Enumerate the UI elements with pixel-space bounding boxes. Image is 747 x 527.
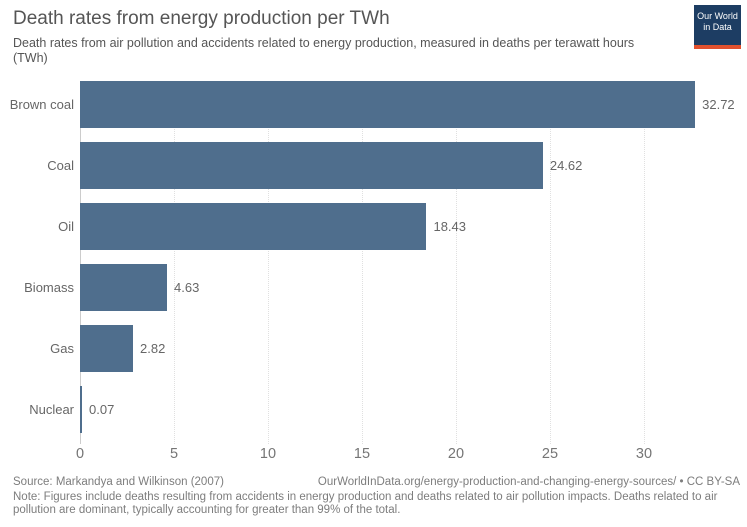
bar <box>80 142 543 189</box>
bar-row: Gas 2.82 <box>0 325 747 386</box>
note-text: Note: Figures include deaths resulting f… <box>13 490 718 517</box>
x-tick-label: 30 <box>635 446 653 462</box>
x-tick-label: 5 <box>169 446 179 462</box>
zero-axis-line <box>80 81 81 444</box>
x-tick-label: 20 <box>447 446 465 462</box>
bar <box>80 325 134 372</box>
gridline <box>456 81 457 444</box>
bar <box>80 264 168 311</box>
owid-logo-line2: in Data <box>703 22 732 33</box>
category-label: Coal <box>47 158 74 173</box>
source-text: Source: Markandya and Wilkinson (2007) <box>13 476 224 488</box>
gridline <box>174 81 175 444</box>
value-label: 18.43 <box>433 219 467 234</box>
bar-row: Nuclear 0.07 <box>0 386 747 447</box>
bar-chart-plot-area: Brown coal 32.72 Coal 24.62 Oil 18.43 Biomass 4… <box>0 81 747 447</box>
owid-url-link[interactable]: OurWorldInData.org/energy-production-and… <box>317 476 740 488</box>
gridlines <box>80 81 734 444</box>
bar <box>80 81 696 128</box>
bar-row: Brown coal 32.72 <box>0 81 747 142</box>
page-title: Death rates from energy production per T… <box>13 8 390 29</box>
category-label: Gas <box>50 341 74 356</box>
x-axis: 0 5 10 15 20 25 30 <box>0 446 747 464</box>
chart-subtitle: Death rates from air pollution and accid… <box>13 35 635 65</box>
value-label: 32.72 <box>702 97 735 112</box>
gridline <box>550 81 551 444</box>
owid-logo: Our World in Data <box>694 5 741 49</box>
category-label: Biomass <box>24 280 74 295</box>
x-tick-label: 10 <box>259 446 277 462</box>
bar-rows: Brown coal 32.72 Coal 24.62 Oil 18.43 Biomass 4… <box>0 81 747 447</box>
gridline <box>362 81 363 444</box>
category-label: Oil <box>58 219 74 234</box>
category-label: Nuclear <box>29 402 74 417</box>
owid-logo-line1: Our World <box>697 11 738 21</box>
chart-header: Death rates from energy production per T… <box>13 8 683 65</box>
bar-row: Oil 18.43 <box>0 203 747 264</box>
chart-footer: Source: Markandya and Wilkinson (2007) O… <box>13 476 740 518</box>
value-label: 2.82 <box>140 341 166 356</box>
value-label: 4.63 <box>174 280 200 295</box>
gridline <box>644 81 645 444</box>
bar-row: Biomass 4.63 <box>0 264 747 325</box>
value-label: 24.62 <box>549 158 583 173</box>
bar-row: Coal 24.62 <box>0 142 747 203</box>
gridline <box>268 81 269 444</box>
value-label: 0.07 <box>89 402 115 417</box>
bar <box>80 203 427 250</box>
category-label: Brown coal <box>9 97 74 112</box>
x-tick-label: 0 <box>75 446 85 462</box>
bar <box>80 386 82 433</box>
x-tick-label: 15 <box>353 446 371 462</box>
x-tick-label: 25 <box>541 446 559 462</box>
